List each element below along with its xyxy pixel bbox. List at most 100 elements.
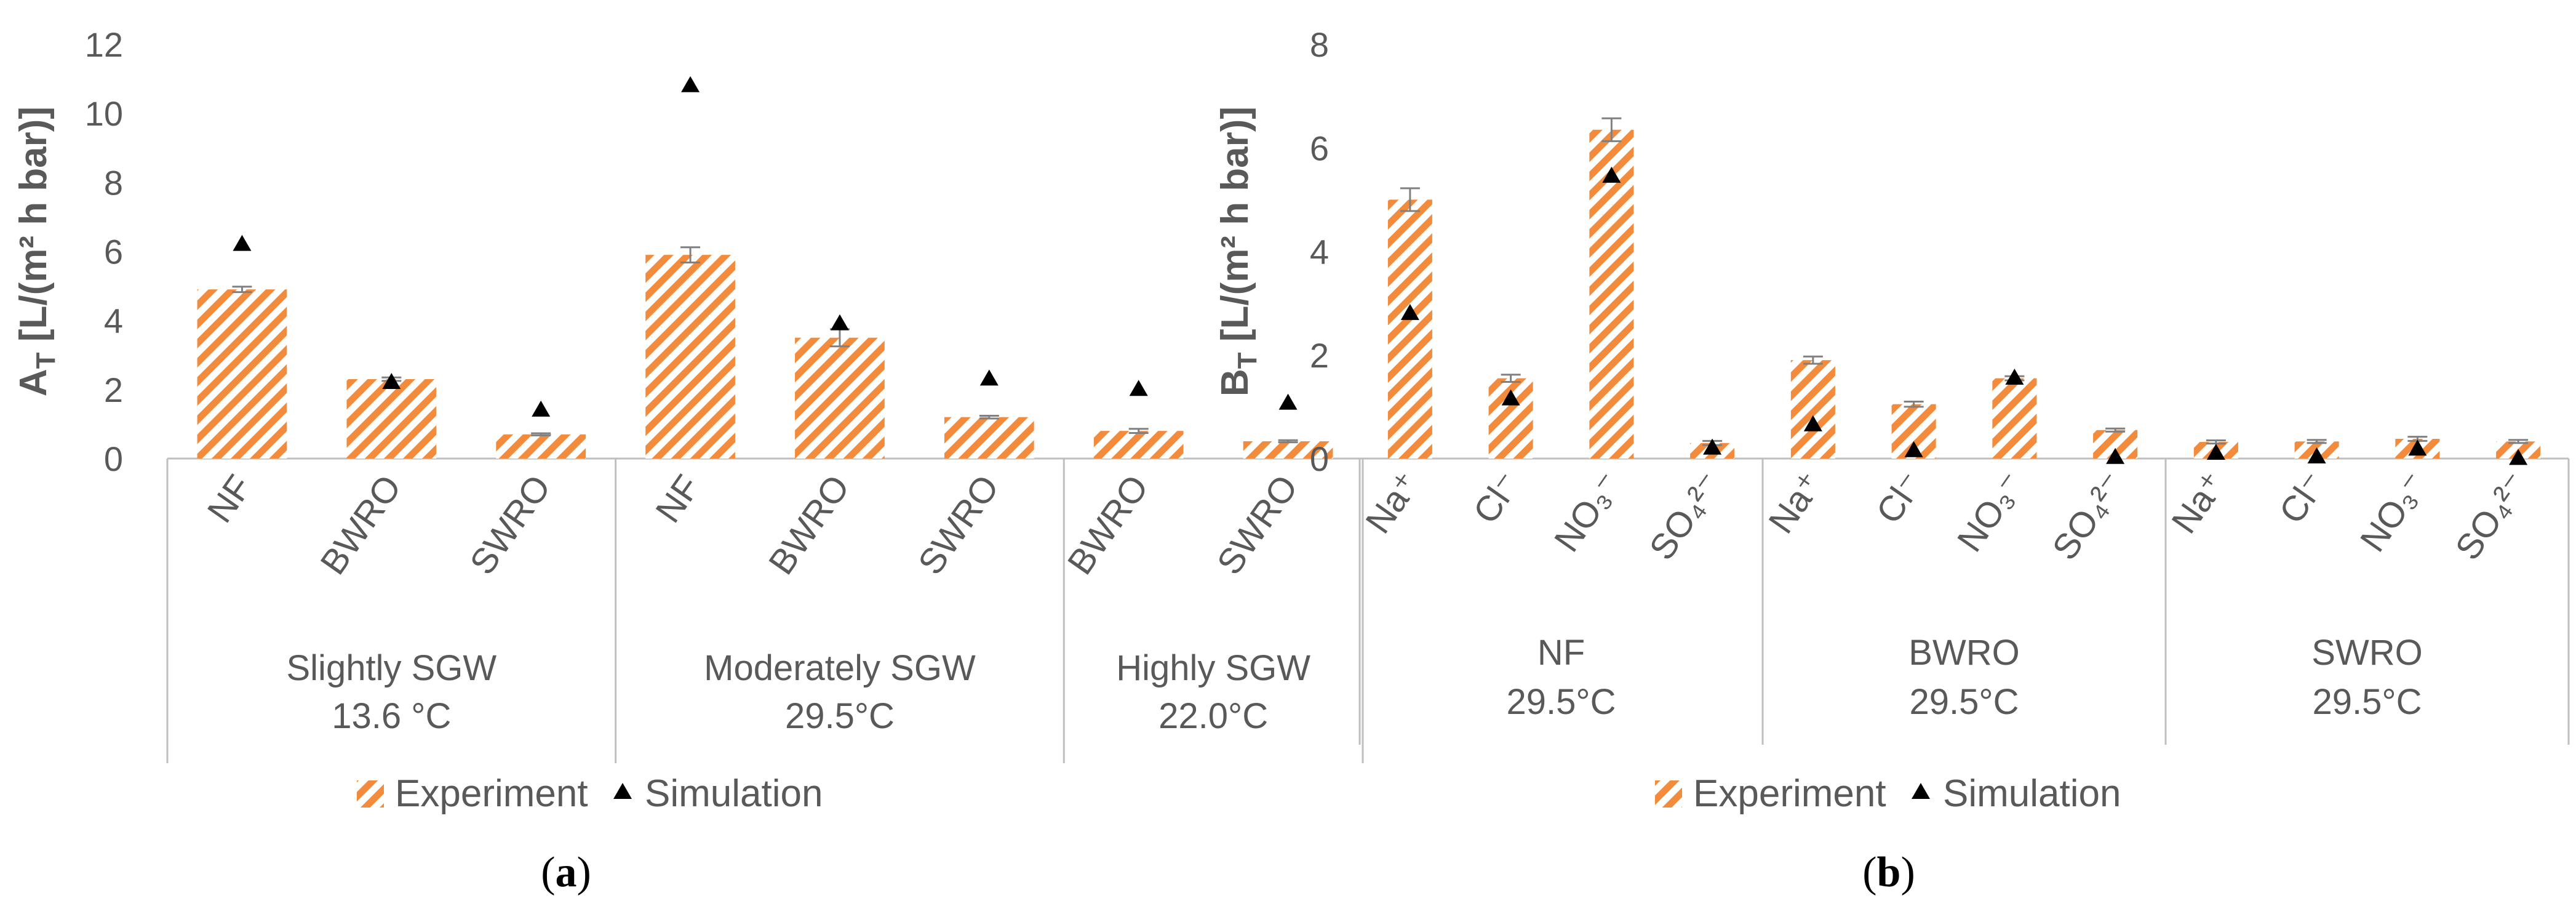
legend-simulation-marker <box>1912 783 1930 799</box>
category-label: NO₃⁻ <box>2353 465 2435 559</box>
experiment-bar <box>645 255 735 459</box>
y-tick-label: 4 <box>1310 233 1329 271</box>
y-tick-label: 2 <box>104 371 123 409</box>
legend-experiment-swatch <box>1655 780 1682 808</box>
panel-label-close: ) <box>1900 849 1915 896</box>
group-label: SWRO <box>2311 633 2422 673</box>
group-label: NF <box>1537 633 1585 673</box>
y-axis-label-unit: [L/(m² h bar)] <box>12 106 55 353</box>
simulation-marker <box>1501 389 1520 406</box>
experiment-bar <box>1992 378 2037 459</box>
legend-simulation-label: Simulation <box>645 772 823 815</box>
experiment-bar <box>795 337 885 459</box>
simulation-marker <box>1129 380 1148 396</box>
y-tick-label: 10 <box>85 94 123 133</box>
category-label: Na⁺ <box>1358 465 1427 540</box>
y-tick-label: 0 <box>104 439 123 478</box>
category-label: SO₄²⁻ <box>1641 465 1730 567</box>
panel-label: (a) <box>541 849 591 896</box>
simulation-marker <box>382 373 401 390</box>
experiment-bar <box>1093 431 1184 459</box>
category-label: BWRO <box>1060 468 1157 582</box>
panel-label: (b) <box>1862 849 1915 896</box>
y-axis-label: AT [L/(m² h bar)] <box>12 106 61 396</box>
category-label: NO₃⁻ <box>1547 465 1629 559</box>
legend-simulation-marker <box>613 783 632 799</box>
simulation-marker <box>1803 415 1822 431</box>
experiment-bar <box>1790 360 1835 459</box>
simulation-marker <box>979 369 999 386</box>
category-label: SO₄²⁻ <box>2044 465 2133 567</box>
panel-label-open: ( <box>541 849 555 896</box>
y-tick-label: 8 <box>1310 25 1329 64</box>
legend-experiment-swatch <box>357 780 384 808</box>
experiment-bar <box>944 417 1034 459</box>
category-label: BWRO <box>313 468 409 582</box>
category-label: NF <box>648 468 708 530</box>
experiment-bar <box>496 434 586 459</box>
y-tick-label: 4 <box>104 302 123 340</box>
legend: Experiment Simulation <box>1655 772 2121 815</box>
legend-experiment-label: Experiment <box>1693 772 1886 815</box>
simulation-marker <box>1278 393 1298 410</box>
y-axis-label-main: A <box>12 369 55 396</box>
y-axis-label-sub: T <box>1232 352 1262 369</box>
simulation-marker <box>2408 439 2427 456</box>
category-label: NO₃⁻ <box>1950 465 2032 559</box>
panel-label-letter: a <box>556 849 577 896</box>
experiment-bar <box>1589 129 1634 459</box>
category-label: NF <box>199 468 260 530</box>
panel-label-open: ( <box>1862 849 1876 896</box>
category-label: SWRO <box>1209 468 1306 582</box>
simulation-marker <box>532 400 551 417</box>
experiment-bar <box>1243 441 1333 459</box>
y-tick-label: 2 <box>1310 336 1329 375</box>
legend: Experiment Simulation <box>357 772 823 815</box>
group-label: Slightly SGW <box>286 648 496 688</box>
experiment-bar <box>1387 199 1432 459</box>
experiment-bar <box>197 289 287 459</box>
legend-simulation-label: Simulation <box>1943 772 2121 815</box>
y-axis-label-main: B <box>1214 369 1256 396</box>
group-sublabel: 29.5°C <box>1507 682 1616 722</box>
simulation-marker <box>2307 447 2326 463</box>
simulation-marker <box>1904 441 1923 457</box>
group-sublabel: 22.0°C <box>1158 696 1268 736</box>
category-label: Na⁺ <box>2164 465 2233 540</box>
y-tick-label: 6 <box>104 233 123 271</box>
y-axis-label-sub: T <box>31 352 61 369</box>
y-tick-label: 8 <box>104 163 123 202</box>
y-tick-label: 0 <box>1310 439 1329 478</box>
category-label: SWRO <box>911 468 1007 582</box>
simulation-marker <box>2005 369 2024 385</box>
experiment-bar <box>346 379 437 459</box>
y-axis-label-unit: [L/(m² h bar)] <box>1214 106 1256 353</box>
group-label: Moderately SGW <box>704 648 976 688</box>
simulation-marker <box>1602 166 1621 183</box>
y-tick-label: 6 <box>1310 129 1329 167</box>
y-tick-label: 12 <box>85 25 123 64</box>
category-label: SWRO <box>462 468 559 582</box>
panel-label-close: ) <box>577 849 591 896</box>
panel-label-letter: b <box>1877 849 1901 896</box>
group-label: Highly SGW <box>1116 648 1310 688</box>
category-label: SO₄²⁻ <box>2447 465 2536 567</box>
group-sublabel: 29.5°C <box>785 696 895 736</box>
simulation-marker <box>1703 438 1722 455</box>
category-label: Cl⁻ <box>2271 465 2334 531</box>
category-label: Na⁺ <box>1761 465 1830 540</box>
simulation-marker <box>830 314 849 331</box>
category-label: Cl⁻ <box>1465 465 1528 531</box>
simulation-marker <box>1400 303 1419 320</box>
simulation-marker <box>2509 449 2528 465</box>
simulation-marker <box>233 235 252 251</box>
y-axis-label: BT [L/(m² h bar)] <box>1214 106 1262 396</box>
group-sublabel: 13.6 °C <box>332 696 451 736</box>
category-label: Cl⁻ <box>1868 465 1931 531</box>
simulation-marker <box>2106 447 2125 464</box>
group-sublabel: 29.5°C <box>1910 682 2019 722</box>
group-sublabel: 29.5°C <box>2313 682 2422 722</box>
